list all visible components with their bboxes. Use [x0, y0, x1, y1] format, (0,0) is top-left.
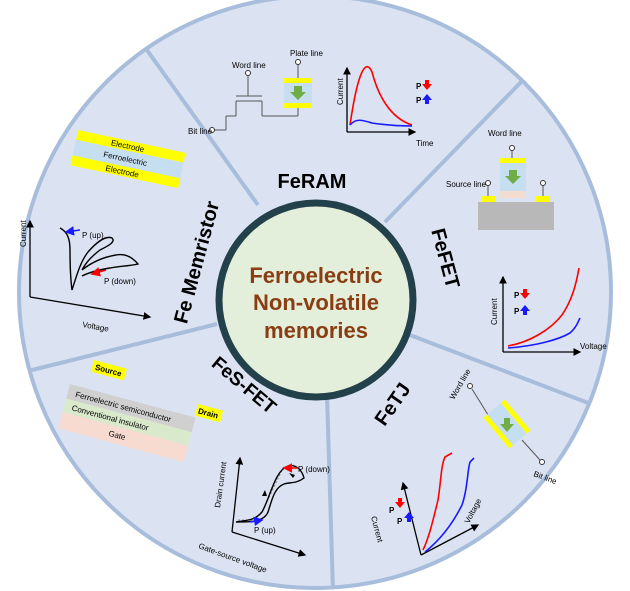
fefet-curve-red: [507, 267, 580, 347]
fetj-legend-up-arrow: [404, 512, 414, 522]
section-dividers: [19, 23, 612, 589]
feram-ylabel: Current: [336, 78, 345, 105]
fetj-legend-down-label: P: [389, 506, 395, 515]
feram-electrode-bottom: [284, 103, 312, 108]
feram-bit-line-label: Bit line: [188, 127, 213, 136]
feram-electrode-top: [284, 78, 312, 83]
center-circle: [215, 199, 417, 401]
feram-section: FeRAM Word line Plate line Bit line: [188, 49, 434, 193]
fefet-source-line-label: Source line: [446, 180, 487, 189]
memristor-p-up-label: P (up): [82, 231, 104, 240]
feram-polarization-arrow: [290, 86, 306, 100]
feram-chart: Current Time P P: [336, 66, 434, 148]
memristor-ylabel: Current: [19, 220, 28, 247]
fetj-curve-blue: [424, 457, 475, 553]
fetj-legend-up-label: P: [397, 517, 403, 526]
feram-title: FeRAM: [278, 171, 347, 193]
feram-plate-line-label: Plate line: [290, 49, 323, 58]
fefet-device: Word line Source line: [446, 129, 554, 230]
feram-curve-blue: [349, 119, 413, 127]
center-title-line3: memories: [264, 318, 368, 343]
fetj-legend-down-arrow: [395, 498, 405, 508]
feram-legend-up-arrow: [422, 94, 432, 104]
fesfet-hysteresis-loop: [235, 464, 305, 523]
fesfet-p-down-label: P (down): [298, 465, 330, 474]
center-title-line1: Ferroelectric: [249, 263, 382, 288]
feram-circuit: [214, 64, 299, 131]
fefet-word-line-label: Word line: [488, 129, 522, 138]
fefet-legend-up-label: P: [514, 307, 520, 316]
fefet-substrate: [478, 202, 554, 230]
fefet-ylabel: Current: [490, 298, 499, 325]
fefet-legend-down-arrow: [520, 289, 530, 299]
fefet-xlabel: Voltage: [580, 342, 607, 351]
feram-legend-down-label: P: [416, 82, 422, 91]
feram-legend-up-label: P: [416, 96, 422, 105]
memristor-p-down-label: P (down): [104, 277, 136, 286]
fefet-chart: Current Voltage P P: [490, 267, 607, 356]
fesfet-layer-gate-label: Gate: [107, 429, 127, 442]
fesfet-p-up-label: P (up): [254, 526, 276, 535]
feram-legend-down-arrow: [422, 80, 432, 90]
feram-word-line-label: Word line: [232, 61, 266, 70]
feram-plateline-terminal: [295, 59, 301, 65]
memristor-stack: Electrode Ferroelectric Electrode: [70, 130, 186, 189]
feram-xlabel: Time: [416, 139, 434, 148]
fefet-legend-down-label: P: [514, 291, 520, 300]
feram-wordline-terminal: [245, 70, 251, 76]
fefet-curve-blue: [507, 317, 581, 349]
center-title-line2: Non-volatile: [253, 290, 379, 315]
feram-bitline-terminal: [209, 127, 215, 133]
feram-curve-red: [349, 66, 413, 126]
fetj-curve-red: [422, 452, 453, 551]
fefet-legend-up-arrow: [520, 305, 530, 315]
